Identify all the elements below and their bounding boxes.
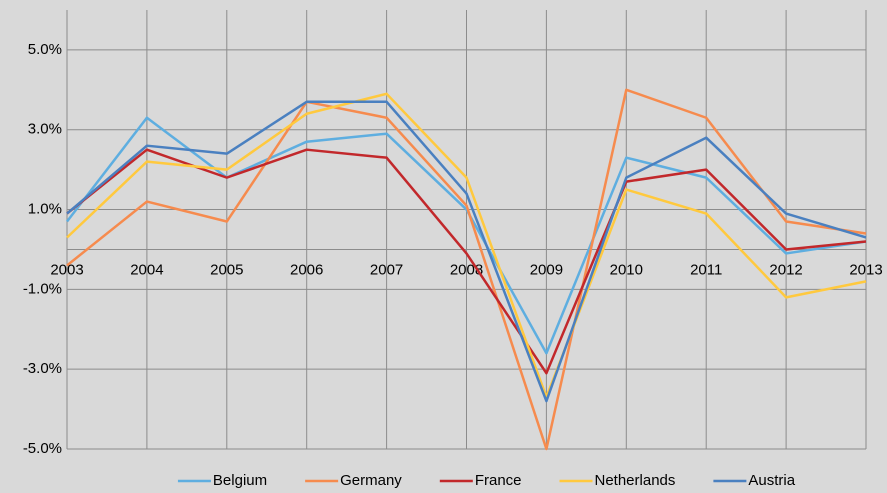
x-tick-label: 2010 (610, 261, 643, 278)
y-tick-label: 1.0% (28, 201, 62, 218)
x-tick-label: 2003 (50, 261, 83, 278)
legend-label: Germany (340, 472, 402, 489)
x-tick-label: 2005 (210, 261, 243, 278)
y-tick-label: -3.0% (23, 360, 62, 377)
y-tick-label: -5.0% (23, 440, 62, 457)
legend-label: France (475, 472, 522, 489)
legend-label: Netherlands (595, 472, 676, 489)
x-tick-label: 2006 (290, 261, 323, 278)
y-tick-label: 3.0% (28, 121, 62, 138)
x-tick-label: 2007 (370, 261, 403, 278)
legend-label: Austria (748, 472, 795, 489)
x-tick-label: 2004 (130, 261, 163, 278)
y-tick-label: 5.0% (28, 41, 62, 58)
series-line (66, 148, 867, 375)
x-tick-label: 2009 (530, 261, 563, 278)
x-tick-label: 2013 (849, 261, 882, 278)
y-tick-label: -1.0% (23, 280, 62, 297)
series-line (66, 100, 867, 403)
x-tick-label: 2011 (690, 261, 722, 278)
x-tick-label: 2012 (769, 261, 802, 278)
legend-label: Belgium (213, 472, 267, 489)
series-line (66, 92, 867, 399)
series-line (66, 88, 867, 451)
